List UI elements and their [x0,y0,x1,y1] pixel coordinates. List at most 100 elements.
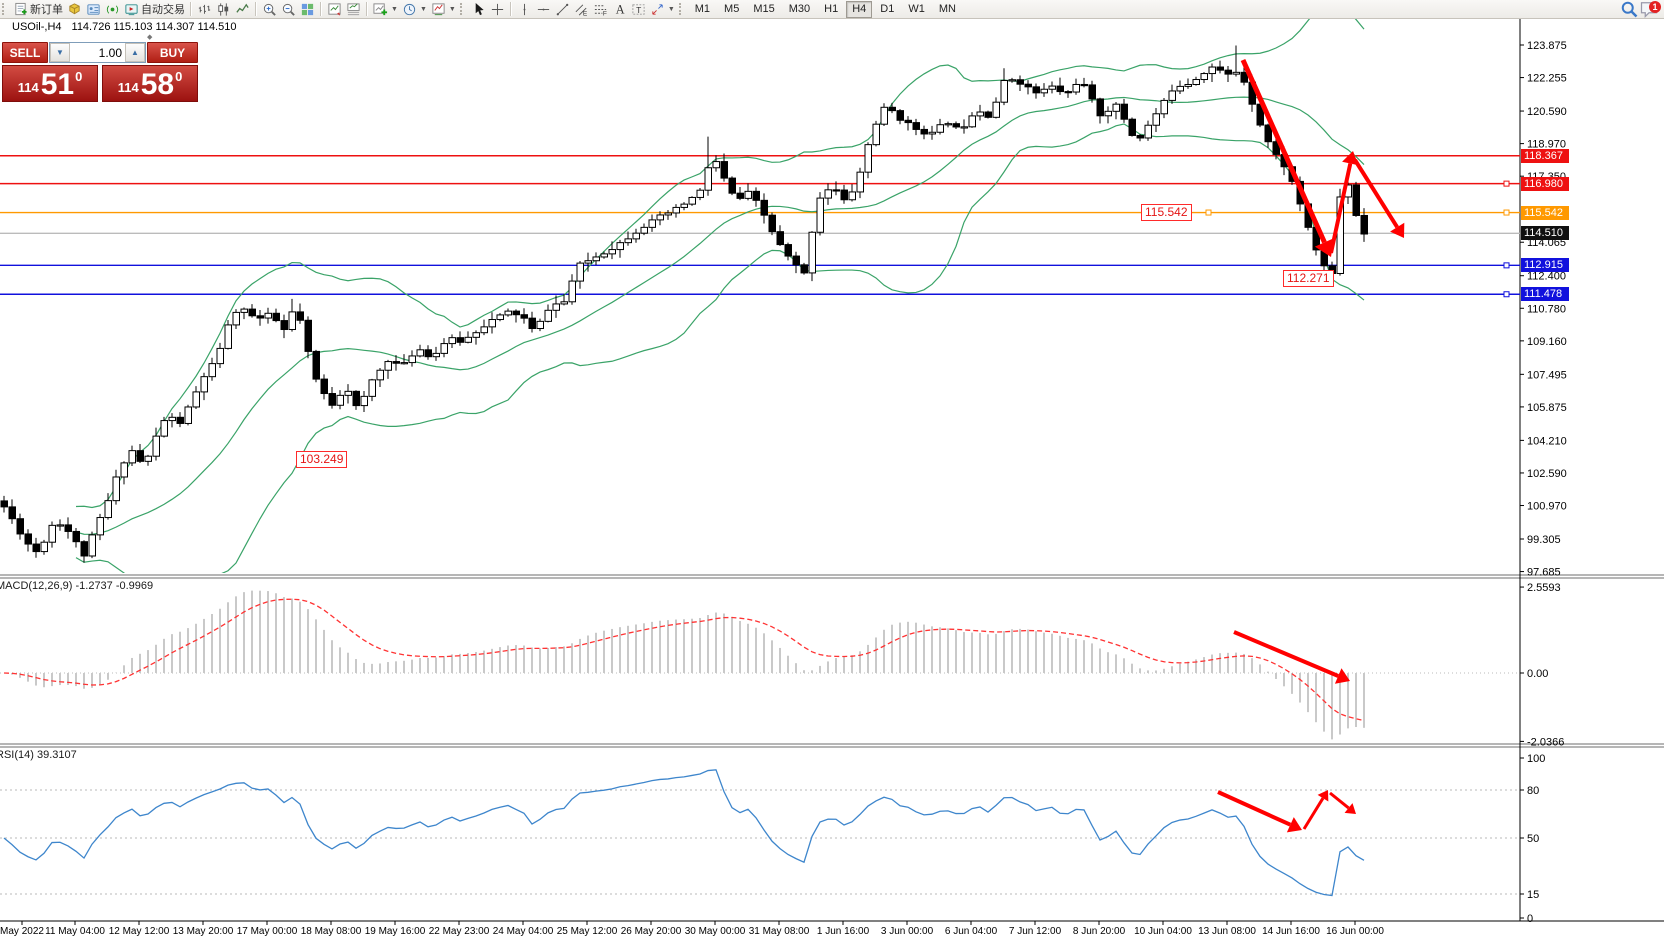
search-button[interactable] [1619,1,1639,18]
tile-windows-button[interactable] [298,1,317,18]
svg-text:16 Jun 00:00: 16 Jun 00:00 [1326,926,1384,936]
vline-icon [523,3,526,15]
svg-text:May 2022: May 2022 [0,926,44,936]
sell-button[interactable]: SELL [2,42,48,63]
notifications-button[interactable]: 1 [1639,0,1661,19]
svg-text:A: A [616,2,625,16]
template-icon [432,2,445,15]
periods-button[interactable]: ▼ [400,1,429,18]
volume-decrease-button[interactable]: ▼ [50,43,70,62]
svg-text:15: 15 [1527,889,1539,901]
add-indicators-button[interactable]: ▼ [371,1,400,18]
zoom-out-button[interactable] [279,1,298,18]
svg-text:110.780: 110.780 [1527,303,1566,315]
ohlc-values: 114.726 115.103 114.307 114.510 [71,21,237,33]
cursor-icon [475,2,484,15]
volume-increase-button[interactable]: ▲ [125,43,145,62]
metaeditor-button[interactable] [65,1,84,18]
channel-icon: E [575,3,588,17]
addchart-icon [373,2,388,15]
indwin-icon [347,2,360,15]
timeframe-m15-button[interactable]: M15 [753,2,775,15]
autotrading-label: 自动交易 [141,4,185,16]
svg-text:13 Jun 08:00: 13 Jun 08:00 [1198,926,1256,936]
profile-button[interactable] [84,1,103,18]
svg-text:104.210: 104.210 [1527,435,1567,447]
svg-text:100.970: 100.970 [1527,501,1567,513]
fibo-icon: F [594,4,607,17]
bar-chart-mode-button[interactable] [195,1,214,18]
toolbar-drag-handle [2,3,9,15]
notification-badge: 1 [1649,0,1661,13]
timeframe-w1-button[interactable]: W1 [908,2,925,15]
tline-icon [556,3,569,15]
text-tool-button[interactable]: A [610,1,629,18]
crosshair-button[interactable] [488,1,507,18]
price-tag-116.980: 116.980 [1521,176,1569,191]
price-annotation-103.249[interactable]: 103.249 [296,451,348,469]
candle-chart-mode-button[interactable] [214,1,233,18]
timeframe-h4-button[interactable]: H4 [846,0,873,18]
svg-text:T: T [636,4,641,14]
zin-icon [263,3,276,16]
price-annotation-115.542[interactable]: 115.542 [1141,204,1192,222]
toolbar-separator [255,2,257,16]
indicator-list-button[interactable] [325,1,344,18]
vertical-line-tool-button[interactable] [515,1,534,18]
svg-text:105.875: 105.875 [1527,402,1567,414]
toolbar-separator [190,2,192,16]
zout-icon [282,3,295,16]
timeframe-m1-button[interactable]: M1 [694,2,711,15]
new-order-label: 新订单 [30,4,63,16]
indicator-window-button[interactable] [344,1,363,18]
price-annotation-112.271[interactable]: 112.271 [1283,269,1334,287]
clock-icon [403,3,416,15]
chart-title: USOil-,H4 114.726 115.103 114.307 114.510 [12,21,236,33]
fibonacci-tool-button[interactable]: F [591,1,610,18]
templates-button[interactable]: ▼ [429,1,458,18]
line-chart-mode-button[interactable] [233,1,252,18]
svg-text:123.875: 123.875 [1527,40,1567,52]
svg-text:1 Jun 16:00: 1 Jun 16:00 [817,926,870,936]
svg-text:80: 80 [1527,785,1539,797]
toolbar-drag-handle [459,3,467,15]
dropdown-caret-icon: ▼ [448,5,456,13]
one-click-panel-toggle[interactable]: ◆ [147,34,153,41]
sell-price-display[interactable]: 114 51 0 [2,65,98,102]
svg-text:13 May 20:00: 13 May 20:00 [173,926,234,936]
timeframe-m30-button[interactable]: M30 [788,2,811,15]
volume-spinner: ▼ ▲ [49,42,146,63]
channel-tool-button[interactable]: E [572,1,591,18]
timeframe-h1-button[interactable]: H1 [824,2,839,15]
svg-text:120.590: 120.590 [1527,106,1567,118]
svg-text:30 May 00:00: 30 May 00:00 [685,926,746,936]
rsi-label: RSI(14) 39.3107 [0,749,77,761]
horizontal-line-tool-button[interactable] [534,1,553,18]
new-order-button[interactable]: 新订单 [11,1,65,18]
label-tool-button[interactable]: T [629,1,648,18]
timeframe-mn-button[interactable]: MN [938,2,956,15]
arrows-tool-button[interactable]: ▼ [648,1,677,18]
price-tag-118.367: 118.367 [1521,148,1569,163]
buy-button[interactable]: BUY [147,42,198,63]
dropdown-caret-icon: ▼ [391,5,398,13]
cursor-button[interactable] [469,1,488,18]
toolbar-separator [320,2,322,16]
trendline-tool-button[interactable] [553,1,572,18]
one-click-trade-panel: SELL ▼ ▲ BUY 114 51 0 114 58 0 [2,42,198,102]
svg-text:0.00: 0.00 [1527,668,1548,680]
svg-text:31 May 08:00: 31 May 08:00 [749,926,810,936]
volume-input[interactable] [70,43,125,62]
timeframe-m5-button[interactable]: M5 [724,2,740,15]
labelT-icon: T [632,3,645,14]
signals-button[interactable] [103,1,122,18]
svg-text:12 May 12:00: 12 May 12:00 [109,926,170,936]
buy-price-display[interactable]: 114 58 0 [102,65,198,102]
svg-text:99.305: 99.305 [1527,534,1561,546]
autotrading-button[interactable]: 自动交易 [122,1,187,18]
timeframe-d1-button[interactable]: D1 [880,2,895,15]
candles-icon [218,2,229,16]
svg-text:10 Jun 04:00: 10 Jun 04:00 [1134,926,1192,936]
zoom-in-button[interactable] [260,1,279,18]
